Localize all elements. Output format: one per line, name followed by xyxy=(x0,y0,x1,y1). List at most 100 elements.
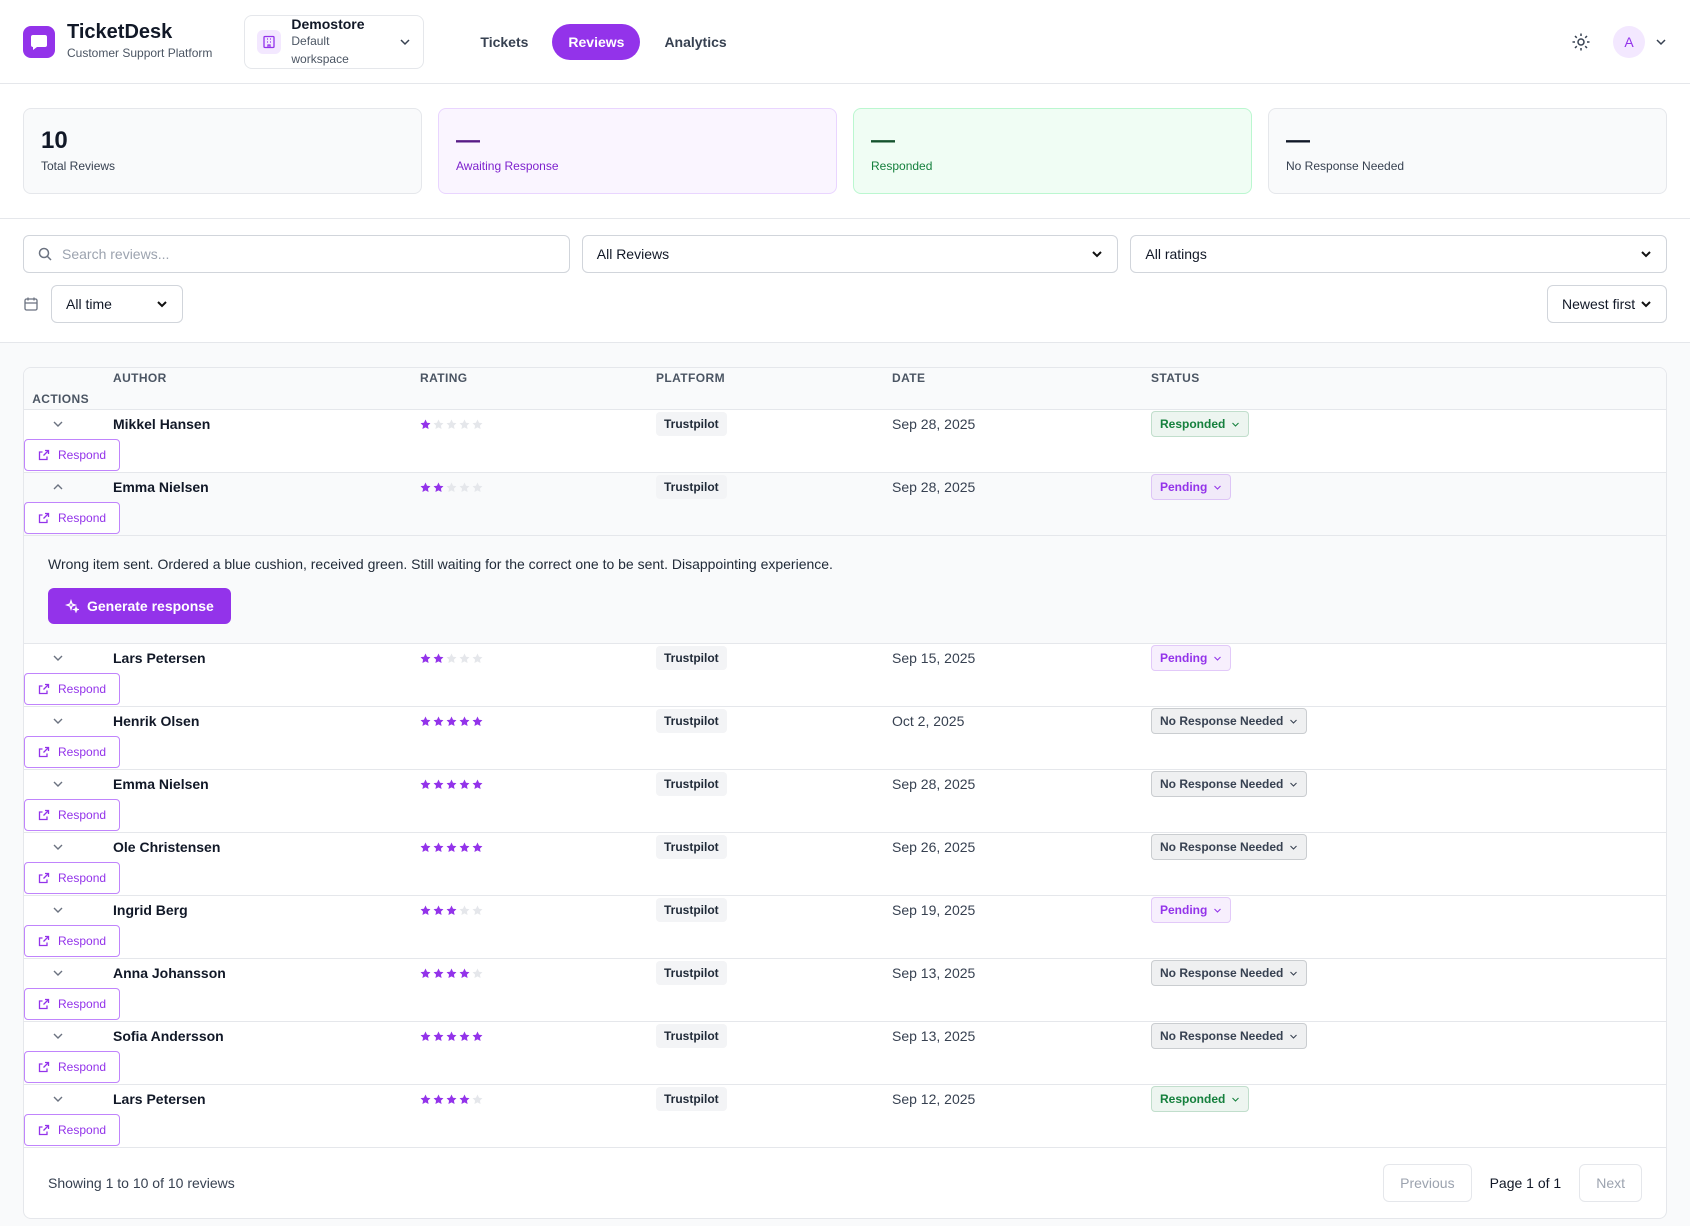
platform-cell: Trustpilot xyxy=(656,709,892,733)
workspace-caption: Default workspace xyxy=(291,33,349,66)
time-filter[interactable]: All time xyxy=(51,285,183,323)
status-pill[interactable]: Pending xyxy=(1151,645,1232,671)
status-pill[interactable]: No Response Needed xyxy=(1151,834,1308,860)
expand-toggle[interactable] xyxy=(24,481,113,493)
sort-select[interactable]: Newest first xyxy=(1547,285,1667,323)
rating-stars xyxy=(420,716,656,727)
stat-value: — xyxy=(871,127,895,154)
status-pill[interactable]: No Response Needed xyxy=(1151,1023,1308,1049)
respond-button[interactable]: Respond xyxy=(24,799,121,831)
rating-stars xyxy=(420,419,656,430)
next-button[interactable]: Next xyxy=(1579,1164,1642,1202)
respond-button[interactable]: Respond xyxy=(24,502,121,534)
author: Henrik Olsen xyxy=(113,713,200,729)
date: Sep 26, 2025 xyxy=(892,839,976,855)
date: Sep 15, 2025 xyxy=(892,650,976,666)
respond-label: Respond xyxy=(58,745,107,759)
status-label: No Response Needed xyxy=(1160,777,1284,791)
date: Sep 13, 2025 xyxy=(892,1028,976,1044)
expand-toggle[interactable] xyxy=(24,715,113,727)
previous-button[interactable]: Previous xyxy=(1383,1164,1472,1202)
platform: Trustpilot xyxy=(656,898,727,922)
expand-toggle[interactable] xyxy=(24,967,113,979)
respond-button[interactable]: Respond xyxy=(24,925,121,957)
status-label: Responded xyxy=(1160,1092,1226,1106)
rating-stars xyxy=(420,482,656,493)
respond-button[interactable]: Respond xyxy=(24,1051,121,1083)
status-label: No Response Needed xyxy=(1160,1029,1284,1043)
platform: Trustpilot xyxy=(656,772,727,796)
platform: Trustpilot xyxy=(656,412,727,436)
platform: Trustpilot xyxy=(656,1087,727,1111)
expand-toggle[interactable] xyxy=(24,841,113,853)
main-nav: Tickets Reviews Analytics xyxy=(464,23,742,60)
action-cell: Respond xyxy=(24,439,121,471)
action-cell: Respond xyxy=(24,736,121,768)
status-label: Responded xyxy=(1160,417,1226,431)
author: Lars Petersen xyxy=(113,650,206,666)
platform: Trustpilot xyxy=(656,1024,727,1048)
author: Anna Johansson xyxy=(113,965,226,981)
status-pill[interactable]: Pending xyxy=(1151,474,1232,500)
stat-label: Total Reviews xyxy=(41,159,116,173)
review-row: Lars Petersen Trustpilot Sep 15, 2025 Pendi… xyxy=(24,644,1666,707)
avatar[interactable]: A xyxy=(1613,25,1645,58)
sort-value: Newest first xyxy=(1562,296,1636,312)
rating-filter[interactable]: All ratings xyxy=(1130,235,1667,273)
expand-toggle[interactable] xyxy=(24,778,113,790)
nav-tab[interactable]: Tickets xyxy=(480,33,529,50)
status-pill[interactable]: No Response Needed xyxy=(1151,708,1308,734)
respond-button[interactable]: Respond xyxy=(24,1114,121,1146)
expand-toggle[interactable] xyxy=(24,1093,113,1105)
review-filter[interactable]: All Reviews xyxy=(581,235,1119,273)
respond-button[interactable]: Respond xyxy=(24,862,121,894)
date: Sep 12, 2025 xyxy=(892,1091,976,1107)
status-label: No Response Needed xyxy=(1160,966,1284,980)
status-cell: Pending xyxy=(1151,897,1666,923)
generate-button[interactable]: Generate response xyxy=(48,588,231,624)
author: Emma Nielsen xyxy=(113,479,209,495)
status-cell: No Response Needed xyxy=(1151,708,1666,734)
workspace-switcher[interactable]: Demostore Default workspace xyxy=(244,14,425,69)
respond-button[interactable]: Respond xyxy=(24,439,121,471)
action-cell: Respond xyxy=(24,502,121,534)
platform: Trustpilot xyxy=(656,646,727,670)
action-cell: Respond xyxy=(24,673,121,705)
respond-button[interactable]: Respond xyxy=(24,988,121,1020)
respond-button[interactable]: Respond xyxy=(24,736,121,768)
nav-tab[interactable]: Reviews xyxy=(552,23,641,60)
date: Oct 2, 2025 xyxy=(892,713,965,729)
status-pill[interactable]: Responded xyxy=(1151,411,1250,437)
search-input[interactable]: Search reviews... xyxy=(23,235,570,273)
status-pill[interactable]: No Response Needed xyxy=(1151,960,1308,986)
date: Sep 13, 2025 xyxy=(892,965,976,981)
platform-cell: Trustpilot xyxy=(656,475,892,499)
expand-toggle[interactable] xyxy=(24,1030,113,1042)
action-cell: Respond xyxy=(24,862,121,894)
nav-tab[interactable]: Analytics xyxy=(664,33,727,50)
status-pill[interactable]: Responded xyxy=(1151,1086,1250,1112)
reviews-table: AUTHOR RATING PLATFORM DATE STATUS ACTIONS Mik… xyxy=(23,367,1667,1219)
status-cell: No Response Needed xyxy=(1151,771,1666,797)
expand-toggle[interactable] xyxy=(24,652,113,664)
stat-card: — Responded xyxy=(853,108,1252,194)
search-placeholder: Search reviews... xyxy=(62,246,170,262)
status-pill[interactable]: No Response Needed xyxy=(1151,771,1308,797)
page-indicator: Page 1 of 1 xyxy=(1489,1175,1562,1191)
stat-card: — Awaiting Response xyxy=(438,108,837,194)
respond-button[interactable]: Respond xyxy=(24,673,121,705)
review-row: Lars Petersen Trustpilot Sep 12, 2025 Respo… xyxy=(24,1085,1666,1148)
review-row: Mikkel Hansen Trustpilot Sep 28, 2025 Respo… xyxy=(24,410,1666,473)
column-header: DATE xyxy=(892,371,926,386)
top-bar: TicketDesk Customer Support Platform Demo… xyxy=(0,0,1690,84)
settings-icon[interactable] xyxy=(1571,32,1591,52)
platform-cell: Trustpilot xyxy=(656,1087,892,1111)
column-header: ACTIONS xyxy=(32,391,89,406)
expand-toggle[interactable] xyxy=(24,904,113,916)
action-cell: Respond xyxy=(24,1114,121,1146)
expand-toggle[interactable] xyxy=(24,418,113,430)
status-pill[interactable]: Pending xyxy=(1151,897,1232,923)
review-row: Anna Johansson Trustpilot Sep 13, 2025 No R… xyxy=(24,959,1666,1022)
review-filter-value: All Reviews xyxy=(596,246,670,262)
